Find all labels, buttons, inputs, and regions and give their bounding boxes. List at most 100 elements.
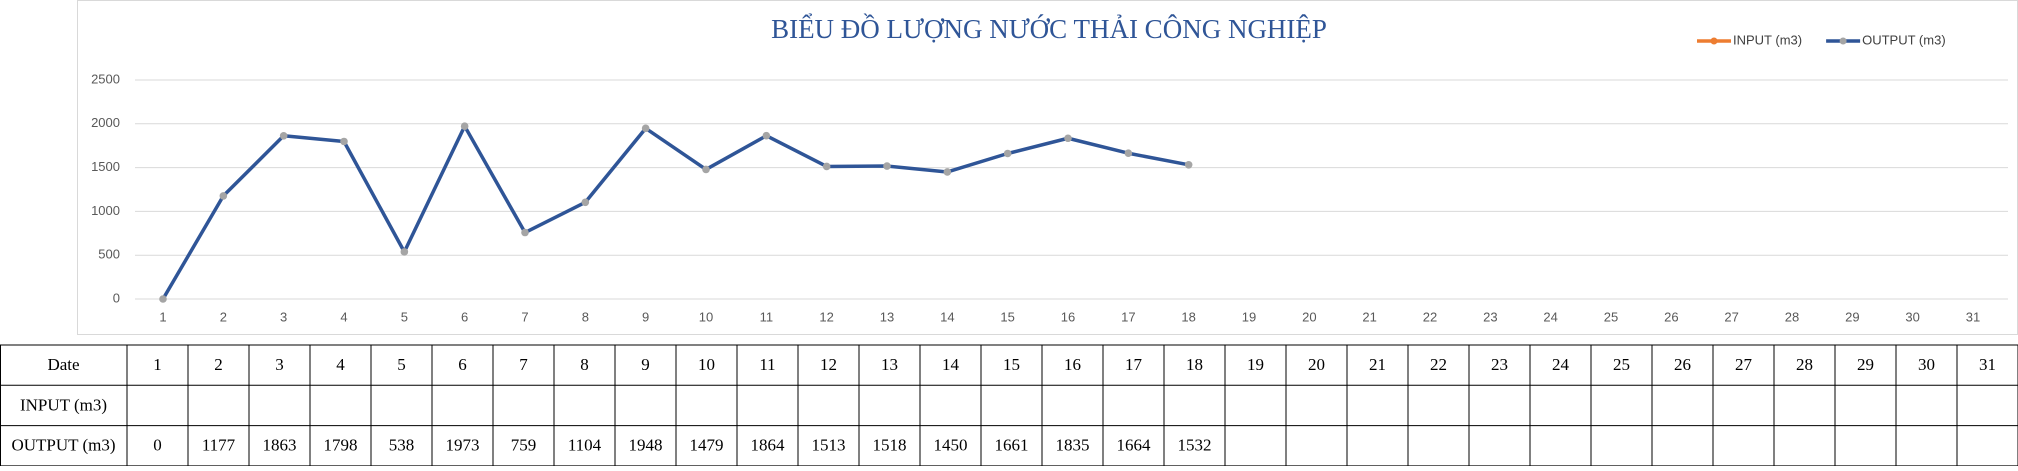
x-tick-label: 1 [159, 309, 166, 324]
table-date: 13 [881, 355, 898, 374]
table-value: 1450 [934, 436, 968, 455]
data-point [340, 137, 348, 146]
table-value: 1864 [751, 436, 786, 455]
data-point [581, 198, 590, 207]
data-point [1064, 134, 1072, 143]
table-date: 31 [1979, 355, 1996, 374]
x-tick-label: 11 [760, 309, 774, 324]
legend-marker [1710, 37, 1718, 45]
table-date: 30 [1918, 355, 1935, 374]
y-tick-label: 2000 [91, 115, 120, 130]
table-date: 17 [1125, 355, 1143, 374]
table-value: 1948 [629, 436, 663, 455]
table-date: 10 [698, 355, 715, 374]
data-point [943, 168, 952, 176]
table-date: 8 [580, 355, 589, 374]
table-value: 1532 [1178, 436, 1212, 455]
table-date: 7 [519, 355, 528, 374]
y-tick-label: 1000 [91, 203, 120, 218]
table-date: 24 [1552, 355, 1570, 374]
data-point [400, 248, 409, 256]
table-value: 1479 [690, 436, 724, 455]
table-value: 1798 [324, 436, 358, 455]
data-point [460, 122, 469, 130]
table-date: 16 [1064, 355, 1081, 374]
table-date: 4 [336, 355, 345, 374]
table-date: 5 [397, 355, 406, 374]
x-tick-label: 4 [340, 309, 347, 324]
table-value: 0 [153, 436, 162, 455]
x-tick-label: 13 [880, 309, 894, 324]
table-value: 1835 [1056, 436, 1090, 455]
data-point [521, 228, 529, 237]
table-date: 19 [1247, 355, 1264, 374]
table-date: 11 [759, 355, 775, 374]
x-tick-label: 20 [1302, 309, 1316, 324]
table-date: 25 [1613, 355, 1630, 374]
table-value: 759 [511, 436, 537, 455]
table-date: 29 [1857, 355, 1874, 374]
x-tick-label: 9 [642, 309, 649, 324]
table-value: 538 [389, 436, 415, 455]
table-date: 20 [1308, 355, 1325, 374]
data-point [159, 295, 167, 303]
table-value: 1104 [568, 436, 602, 455]
data-point [279, 132, 288, 140]
table-header: Date [47, 355, 79, 374]
y-tick-label: 2500 [91, 71, 120, 86]
data-point [883, 162, 891, 170]
table-date: 27 [1735, 355, 1753, 374]
table-value: 1973 [446, 436, 480, 455]
table-date: 2 [214, 355, 223, 374]
table-date: 1 [153, 355, 162, 374]
x-tick-label: 10 [699, 309, 713, 324]
table-row-label: INPUT (m3) [20, 395, 107, 414]
table-row-label: OUTPUT (m3) [11, 436, 115, 455]
x-tick-label: 26 [1664, 309, 1678, 324]
table-value: 1664 [1117, 436, 1152, 455]
x-tick-label: 27 [1724, 309, 1738, 324]
table-value: 1177 [202, 436, 236, 455]
x-tick-label: 29 [1845, 309, 1859, 324]
data-point [1003, 149, 1012, 158]
x-tick-label: 19 [1242, 309, 1256, 324]
legend-label: OUTPUT (m3) [1862, 32, 1946, 47]
table-value: 1863 [263, 436, 297, 455]
table-date: 23 [1491, 355, 1508, 374]
x-tick-label: 2 [220, 309, 227, 324]
x-tick-label: 6 [461, 309, 468, 324]
x-tick-label: 18 [1181, 309, 1195, 324]
legend-label: INPUT (m3) [1733, 32, 1802, 47]
data-point [1124, 149, 1133, 158]
data-point [702, 165, 710, 174]
table-date: 9 [641, 355, 650, 374]
x-tick-label: 12 [819, 309, 833, 324]
table-value: 1661 [995, 436, 1029, 455]
table-date: 28 [1796, 355, 1813, 374]
y-tick-label: 0 [113, 290, 120, 305]
data-point [1184, 160, 1193, 169]
table-date: 3 [275, 355, 284, 374]
data-point [641, 124, 650, 133]
table-date: 14 [942, 355, 960, 374]
table-date: 21 [1369, 355, 1386, 374]
x-tick-label: 14 [940, 309, 954, 324]
table-date: 12 [820, 355, 837, 374]
x-tick-label: 5 [401, 309, 408, 324]
x-tick-label: 23 [1483, 309, 1497, 324]
data-point [762, 131, 771, 140]
table-date: 18 [1186, 355, 1203, 374]
x-tick-label: 28 [1785, 309, 1799, 324]
x-tick-label: 30 [1905, 309, 1919, 324]
x-tick-label: 25 [1604, 309, 1618, 324]
table-value: 1518 [873, 436, 907, 455]
data-point [219, 192, 228, 200]
table-date: 26 [1674, 355, 1691, 374]
table-date: 22 [1430, 355, 1447, 374]
x-tick-label: 17 [1121, 309, 1135, 324]
x-tick-label: 7 [521, 309, 528, 324]
table-date: 15 [1003, 355, 1020, 374]
x-tick-label: 22 [1423, 309, 1437, 324]
x-tick-label: 21 [1362, 309, 1376, 324]
